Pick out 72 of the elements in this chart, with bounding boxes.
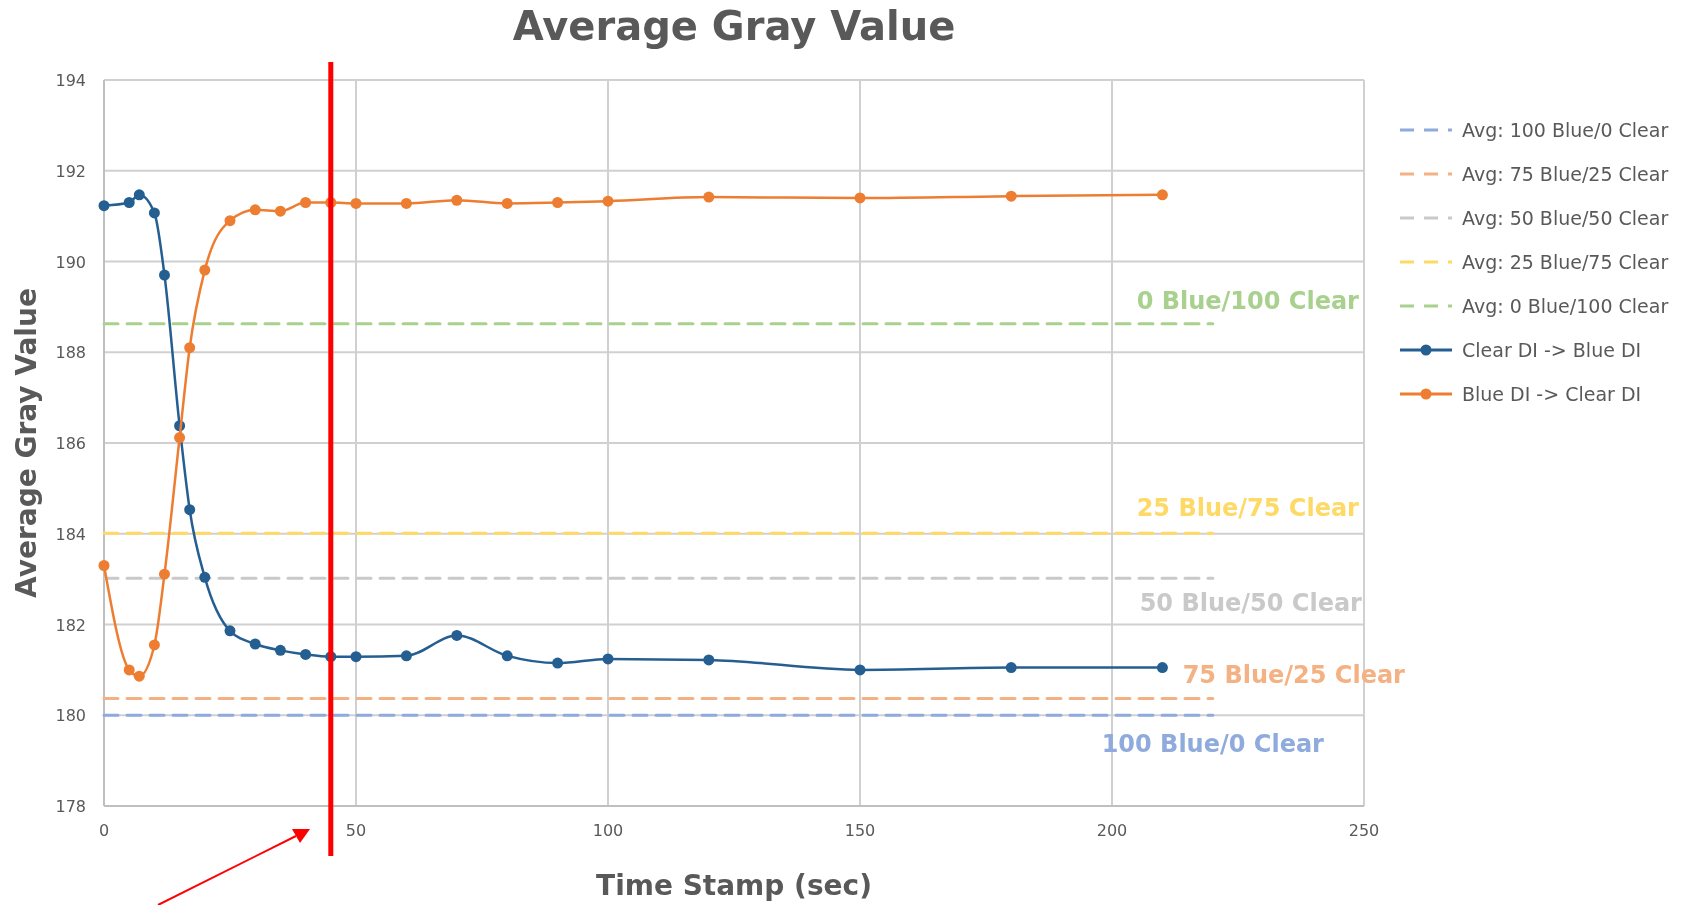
point [1005,662,1017,674]
point [703,191,715,203]
point [148,207,160,219]
point [1156,662,1168,674]
point [552,657,564,669]
point [184,504,196,516]
legend-label: Avg: 100 Blue/0 Clear [1462,119,1669,141]
legend-label: Avg: 75 Blue/25 Clear [1462,163,1669,185]
legend-label: Avg: 25 Blue/75 Clear [1462,251,1669,273]
point [350,651,362,663]
chart-title: Average Gray Value [512,3,956,49]
y-tick-label: 178 [55,797,86,816]
x-tick-label: 150 [844,821,876,840]
point [98,200,110,212]
point [501,650,513,662]
point [552,197,564,209]
point [199,264,211,276]
point [854,664,866,676]
point [133,670,145,682]
point [400,650,412,662]
y-tick-label: 188 [55,343,86,363]
point [451,629,463,641]
point [300,197,312,209]
y-tick-label: 192 [55,161,86,181]
point [451,194,463,206]
x-tick-label: 0 [98,821,110,840]
x-tick-label: 50 [345,821,367,840]
y-tick-label: 184 [55,524,86,544]
point [224,215,236,227]
annotation: 25 Blue/75 Clear [1136,494,1360,523]
x-tick-label: 250 [1348,821,1380,840]
y-axis-title: Average Gray Value [10,288,43,598]
x-tick-label: 100 [592,821,624,840]
point [224,625,236,637]
point [184,342,196,354]
point [249,638,261,650]
point [133,189,145,201]
y-tick-label: 190 [55,252,86,272]
y-tick-label: 186 [55,434,86,453]
point [98,560,110,572]
point [703,654,715,666]
point [350,197,362,209]
point [1156,189,1168,201]
point [148,639,160,651]
point [199,571,211,583]
point [123,664,135,676]
point [158,568,170,580]
annotation: 100 Blue/0 Clear [1101,730,1325,759]
point [274,644,286,656]
point [174,432,186,444]
point [400,197,412,209]
point [501,197,513,209]
point [854,192,866,204]
point [123,197,135,209]
legend-label: Avg: 0 Blue/100 Clear [1462,295,1669,317]
legend-label: Clear DI -> Blue DI [1462,339,1642,361]
annotation: 0 Blue/100 Clear [1136,286,1360,315]
point [300,648,312,660]
y-tick-label: 180 [55,706,86,726]
point [602,653,614,665]
y-tick-label: 182 [55,615,86,635]
point [158,269,170,281]
point [274,205,286,217]
point [1005,190,1017,202]
legend-label: Avg: 50 Blue/50 Clear [1462,207,1669,229]
y-tick-label: 194 [55,71,86,90]
annotation: 75 Blue/25 Clear [1182,661,1406,690]
x-tick-label: 200 [1096,821,1128,840]
point [249,204,261,216]
point [602,195,614,207]
legend-label: Blue DI -> Clear DI [1462,383,1642,405]
x-axis-title: Time Stamp (sec) [596,869,872,902]
